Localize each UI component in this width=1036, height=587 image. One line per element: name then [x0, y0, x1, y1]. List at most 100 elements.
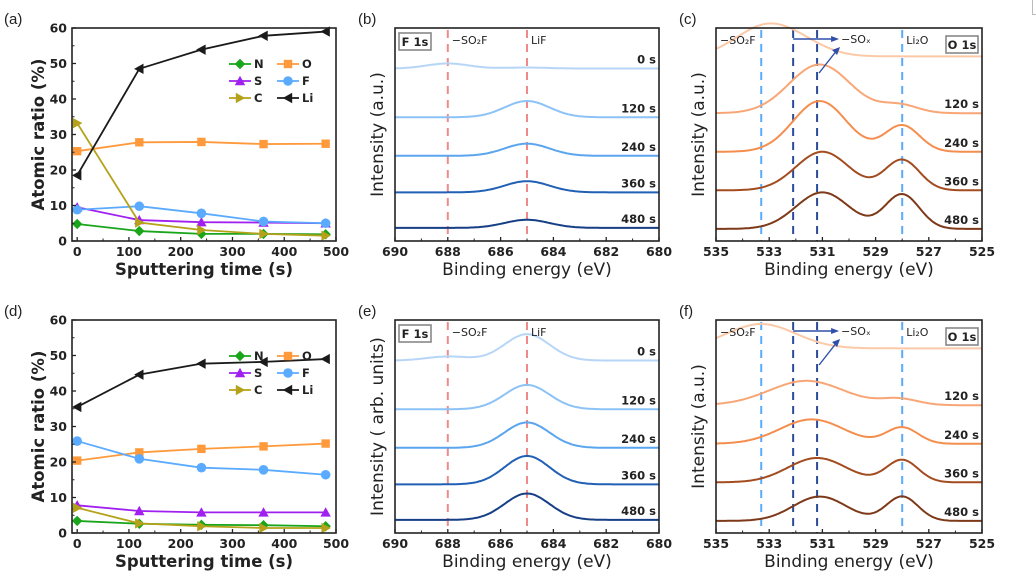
curve-label: 480 s — [944, 505, 979, 519]
data-point-Li — [196, 358, 206, 369]
legend-label-C: C — [254, 91, 262, 105]
y-axis-title: Intensity (a.u.) — [368, 72, 388, 197]
data-point-Li — [196, 44, 206, 55]
core-level-box — [398, 32, 432, 51]
y-tick-label: 30 — [50, 419, 68, 434]
panel-d: (d) 0 100 200 300 400 500 0 10 20 30 40 50 60 Sputteri… — [4, 303, 349, 571]
legend-marker-O — [283, 59, 293, 69]
panel-label: (c) — [679, 11, 697, 28]
annotation-label: −SOₓ — [841, 33, 871, 46]
data-point-F — [320, 218, 331, 229]
spectrum-curve-480s — [716, 495, 982, 522]
data-point-C — [72, 502, 83, 513]
axes-frame — [715, 319, 983, 534]
x-tick-label: 529 — [863, 536, 889, 551]
data-point-O — [259, 442, 268, 451]
curve-label: 240 s — [944, 428, 979, 442]
spectrum-curve-120s — [395, 99, 659, 119]
spectrum-curve-360s — [716, 457, 982, 484]
data-point-F — [258, 465, 269, 475]
spectrum-curve-240s — [716, 418, 982, 445]
curve-label: 240 s — [944, 136, 979, 150]
data-point-O — [72, 146, 82, 156]
y-axis-title: Intensity (a.u.) — [689, 72, 709, 197]
x-tick-label: 531 — [809, 536, 835, 551]
legend-marker-C — [235, 384, 246, 396]
curve-label: 360 s — [621, 468, 656, 482]
curve-label: 360 s — [944, 466, 979, 480]
data-point-C — [72, 117, 83, 129]
legend-label-Li: Li — [302, 383, 313, 397]
spectrum-curve-480s — [395, 218, 659, 229]
x-tick-label: 680 — [646, 244, 672, 259]
curve-label: 120 s — [621, 393, 656, 407]
data-point-Li — [320, 353, 330, 365]
data-point-Li — [258, 30, 268, 42]
core-level-label: F 1s — [402, 327, 429, 341]
x-tick-label: 682 — [593, 536, 619, 551]
curve-label: 240 s — [621, 140, 656, 154]
y-axis-title: Intensity (a.u.) — [689, 364, 709, 489]
x-tick-label: 0 — [73, 536, 82, 551]
legend-marker-Li — [282, 92, 293, 104]
curve-label: 360 s — [621, 176, 656, 190]
spectrum-curve-360s — [716, 150, 982, 192]
corner-mark — [1032, 0, 1036, 15]
x-tick-label: 300 — [219, 244, 245, 259]
x-axis-title: Binding energy (eV) — [764, 260, 934, 280]
y-tick-label: 20 — [50, 455, 68, 470]
spectrum-curve-0s — [394, 333, 659, 362]
y-tick-label: 10 — [50, 198, 68, 213]
data-point-C — [135, 217, 145, 228]
data-point-C — [259, 228, 269, 240]
data-point-O — [135, 138, 144, 147]
core-level-box — [945, 327, 979, 346]
data-point-F — [72, 436, 82, 446]
legend-label-S: S — [254, 74, 262, 88]
x-tick-label: 686 — [488, 244, 514, 259]
x-tick-label: 0 — [73, 244, 82, 259]
x-tick-label: 690 — [382, 536, 408, 551]
reference-label: −SO₂F — [452, 326, 488, 339]
curve-label: 360 s — [944, 174, 979, 188]
reference-label: −SO₂F — [720, 34, 756, 47]
legend-label-N: N — [254, 57, 264, 71]
x-tick-label: 688 — [435, 536, 461, 551]
legend-label-N: N — [254, 349, 264, 363]
panel-label: (f) — [679, 303, 693, 320]
y-axis-title: Atomic ratio (%) — [29, 351, 48, 503]
x-tick-label: 529 — [863, 244, 889, 259]
spectrum-curve-0s — [715, 22, 982, 58]
x-axis-title: Binding energy (eV) — [442, 552, 612, 572]
x-tick-label: 684 — [540, 244, 566, 259]
y-tick-label: 50 — [50, 56, 68, 71]
data-point-S — [320, 507, 331, 517]
x-tick-label: 200 — [168, 536, 194, 551]
data-point-N — [71, 218, 83, 230]
data-point-O — [197, 444, 206, 454]
data-point-Li — [71, 401, 82, 413]
y-tick-label: 20 — [50, 163, 68, 178]
curve-label: 480 s — [621, 212, 656, 226]
data-point-Li — [320, 26, 330, 37]
reference-label: −SO₂F — [452, 34, 488, 47]
legend-marker-S — [234, 367, 246, 378]
spectrum-curve-360s — [395, 180, 659, 194]
spectrum-curve-120s — [715, 379, 982, 407]
panel-label: (a) — [4, 11, 22, 28]
data-point-O — [259, 139, 268, 149]
reference-label: −SO₂F — [720, 326, 756, 339]
x-tick-label: 400 — [271, 536, 297, 551]
core-level-label: O 1s — [948, 330, 977, 344]
data-point-F — [196, 462, 207, 473]
y-tick-label: 40 — [50, 384, 68, 399]
spectrum-curve-480s — [716, 191, 982, 230]
x-tick-label: 535 — [703, 244, 729, 259]
data-point-F — [72, 204, 82, 215]
spectrum-curve-0s — [395, 62, 659, 70]
y-tick-label: 40 — [50, 92, 68, 107]
reference-label: LiF — [531, 326, 547, 339]
x-tick-label: 400 — [271, 244, 297, 259]
